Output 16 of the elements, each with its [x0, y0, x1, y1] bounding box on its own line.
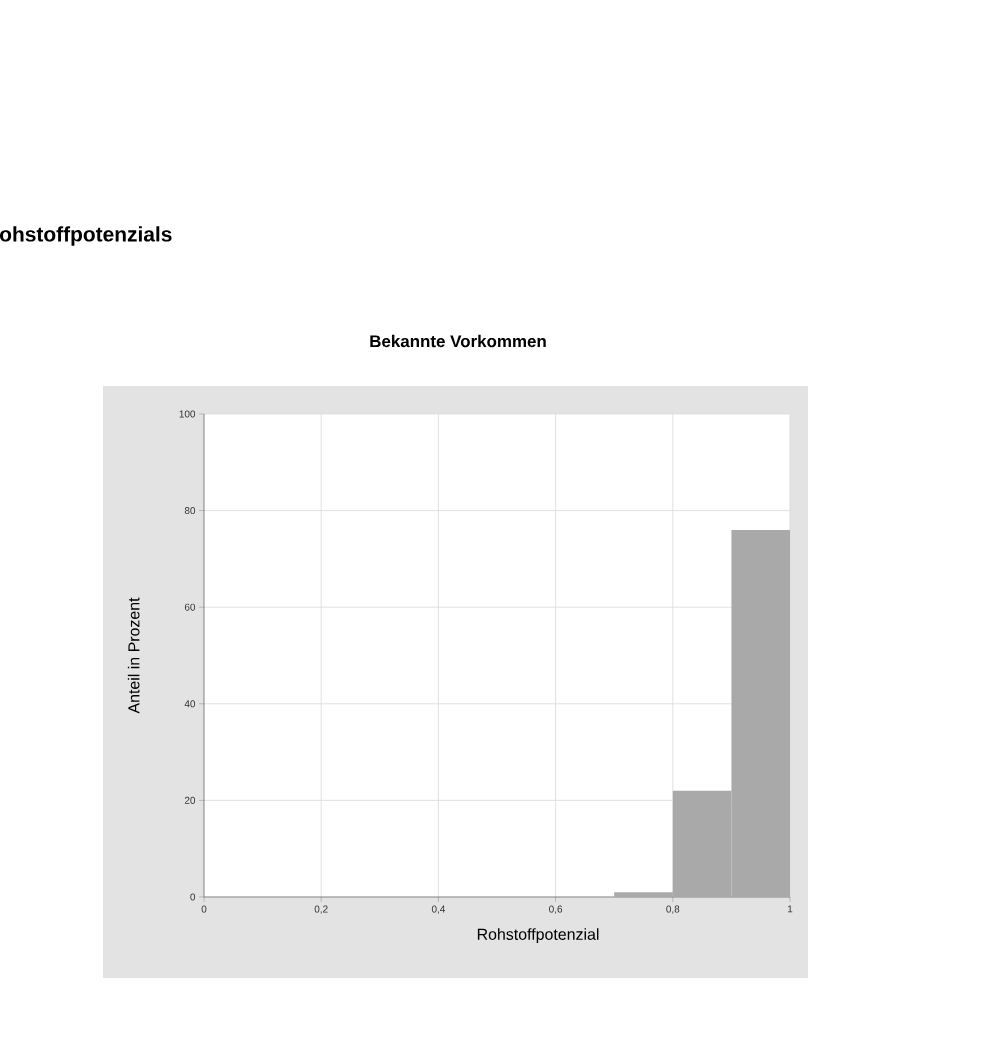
y-tick-label: 100	[179, 410, 196, 418]
x-tick-label: 1	[788, 905, 793, 913]
y-tick-label: 40	[184, 700, 196, 708]
x-axis-title: Rohstoffpotenzial	[477, 928, 599, 944]
y-tick-label: 60	[184, 603, 196, 611]
chart-title: Bekannte Vorkommen	[370, 334, 546, 348]
x-tick-label: 0,4	[431, 905, 446, 914]
x-tick-label: 0,6	[549, 905, 563, 914]
y-tick-label: 80	[184, 507, 196, 515]
x-tick-label: 0,8	[666, 905, 680, 914]
y-tick-label: 20	[184, 796, 196, 804]
y-tick-label: 0	[190, 893, 196, 901]
y-axis-title: Anteil in Prozent	[127, 597, 140, 714]
x-tick-label: 0	[201, 905, 207, 913]
x-tick-label: 0,2	[314, 905, 328, 914]
text: ohstoffpotenzials	[0, 226, 172, 246]
